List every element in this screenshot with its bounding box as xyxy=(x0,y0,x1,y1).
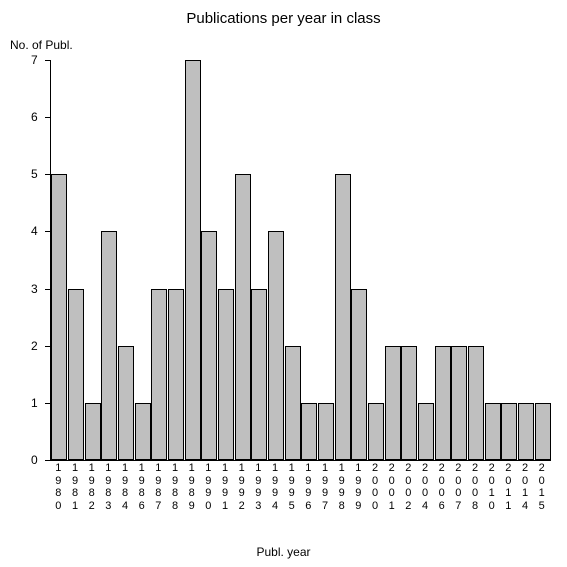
x-tick-label: 1989 xyxy=(187,462,197,513)
x-tick-label: 2007 xyxy=(453,462,463,513)
y-tick-label: 5 xyxy=(31,167,38,181)
y-tick-label: 3 xyxy=(31,282,38,296)
bar xyxy=(235,174,251,460)
x-tick-label: 1982 xyxy=(87,462,97,513)
y-tick xyxy=(45,60,51,61)
bar xyxy=(351,289,367,460)
x-tick-label: 1995 xyxy=(287,462,297,513)
y-tick-label: 2 xyxy=(31,339,38,353)
bar xyxy=(185,60,201,460)
x-tick-label: 1993 xyxy=(253,462,263,513)
x-tick-label: 1984 xyxy=(120,462,130,513)
y-axis-label: No. of Publ. xyxy=(10,38,73,52)
x-tick-label: 2014 xyxy=(520,462,530,513)
x-tick-label: 2011 xyxy=(503,462,513,513)
x-tick-label: 1997 xyxy=(320,462,330,513)
x-tick-label: 2006 xyxy=(437,462,447,513)
bar xyxy=(501,403,517,460)
x-tick-label: 1986 xyxy=(137,462,147,513)
x-tick-label: 2000 xyxy=(370,462,380,513)
x-tick-label: 2002 xyxy=(403,462,413,513)
chart-title: Publications per year in class xyxy=(0,10,567,27)
bar xyxy=(135,403,151,460)
x-tick-label: 1981 xyxy=(70,462,80,513)
x-tick-label: 1990 xyxy=(203,462,213,513)
y-tick xyxy=(45,117,51,118)
y-tick xyxy=(45,460,51,461)
x-tick-label: 2015 xyxy=(537,462,547,513)
bar xyxy=(468,346,484,460)
x-tick-label: 1992 xyxy=(237,462,247,513)
plot-area: 01234567 xyxy=(50,60,551,461)
bar xyxy=(285,346,301,460)
x-tick-label: 1996 xyxy=(303,462,313,513)
bar xyxy=(101,231,117,460)
bar xyxy=(168,289,184,460)
bar xyxy=(368,403,384,460)
x-tick-label: 1998 xyxy=(337,462,347,513)
x-tick-label: 1987 xyxy=(153,462,163,513)
chart-container: Publications per year in class No. of Pu… xyxy=(0,0,567,567)
y-tick xyxy=(45,174,51,175)
y-tick-label: 0 xyxy=(31,453,38,467)
x-tick-label: 1991 xyxy=(220,462,230,513)
y-tick xyxy=(45,346,51,347)
bar xyxy=(318,403,334,460)
x-tick-label: 2001 xyxy=(387,462,397,513)
bar xyxy=(401,346,417,460)
bar xyxy=(85,403,101,460)
x-tick-label: 1994 xyxy=(270,462,280,513)
x-tick-label: 2004 xyxy=(420,462,430,513)
x-tick-label: 1980 xyxy=(53,462,63,513)
x-tick-label: 1999 xyxy=(353,462,363,513)
y-tick xyxy=(45,289,51,290)
bar xyxy=(385,346,401,460)
bar xyxy=(451,346,467,460)
bar xyxy=(485,403,501,460)
bar xyxy=(435,346,451,460)
bar xyxy=(268,231,284,460)
bar xyxy=(518,403,534,460)
y-tick xyxy=(45,231,51,232)
bar xyxy=(301,403,317,460)
bar xyxy=(151,289,167,460)
bar xyxy=(68,289,84,460)
x-tick-label: 2010 xyxy=(487,462,497,513)
bar xyxy=(51,174,67,460)
y-tick-label: 1 xyxy=(31,396,38,410)
y-tick xyxy=(45,403,51,404)
x-tick-label: 2008 xyxy=(470,462,480,513)
y-tick-label: 6 xyxy=(31,110,38,124)
bar xyxy=(118,346,134,460)
bar xyxy=(251,289,267,460)
bar xyxy=(535,403,551,460)
y-tick-label: 4 xyxy=(31,224,38,238)
x-tick-label: 1988 xyxy=(170,462,180,513)
bar xyxy=(218,289,234,460)
bar xyxy=(335,174,351,460)
bar xyxy=(201,231,217,460)
x-axis-label: Publ. year xyxy=(0,545,567,559)
y-tick-label: 7 xyxy=(31,53,38,67)
bar xyxy=(418,403,434,460)
x-tick-label: 1983 xyxy=(103,462,113,513)
